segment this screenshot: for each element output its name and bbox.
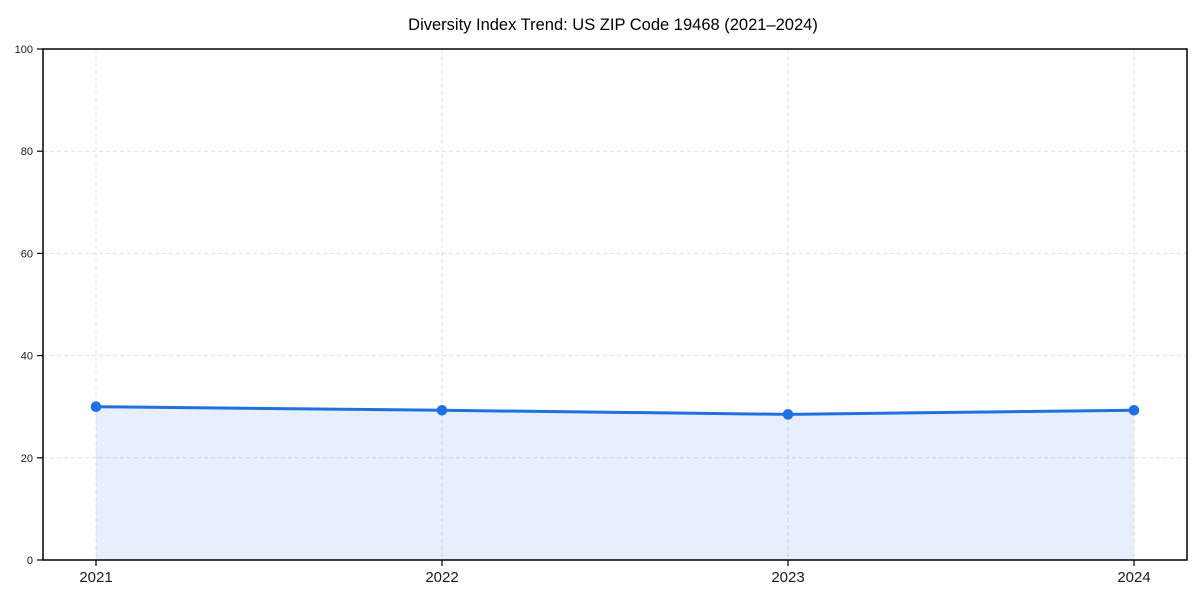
y-tick-label: 100 [15, 44, 33, 56]
data-point [436, 404, 448, 416]
y-tick-label: 0 [27, 555, 33, 567]
x-tick-label: 2021 [79, 569, 112, 586]
chart-title: Diversity Index Trend: US ZIP Code 19468… [408, 16, 818, 34]
x-tick-label: 2022 [425, 569, 458, 586]
area-fill [96, 406, 1134, 560]
plot-border [42, 48, 1188, 561]
data-point [1128, 404, 1140, 416]
y-tick-label: 20 [21, 453, 33, 465]
plot-area: 2021 2022 2023 2024 0 20 40 60 80 100 [15, 44, 1188, 586]
trend-line [94, 405, 1136, 416]
x-tick-label: 2023 [771, 569, 804, 586]
data-point [782, 409, 794, 420]
data-point [90, 401, 102, 413]
y-tick-label: 80 [21, 146, 33, 158]
y-tick-label: 60 [21, 248, 33, 260]
y-tick-label: 40 [21, 351, 33, 363]
x-tick-label: 2024 [1117, 569, 1150, 586]
